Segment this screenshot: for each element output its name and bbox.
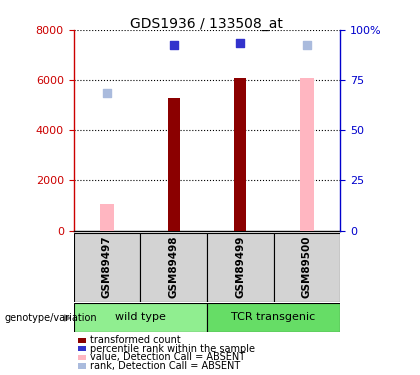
Text: GDS1936 / 133508_at: GDS1936 / 133508_at	[130, 17, 283, 31]
Bar	[140, 232, 207, 302]
Text: rank, Detection Call = ABSENT: rank, Detection Call = ABSENT	[90, 361, 241, 371]
Text: GSM89499: GSM89499	[235, 236, 245, 298]
Point	[304, 42, 310, 48]
Text: percentile rank within the sample: percentile rank within the sample	[90, 344, 255, 354]
Text: transformed count: transformed count	[90, 335, 181, 345]
Bar	[74, 303, 207, 332]
Text: genotype/variation: genotype/variation	[4, 313, 97, 323]
Text: value, Detection Call = ABSENT: value, Detection Call = ABSENT	[90, 352, 245, 362]
Point	[237, 39, 244, 45]
Bar	[299, 78, 314, 231]
Point	[170, 42, 177, 48]
Text: TCR transgenic: TCR transgenic	[231, 312, 316, 322]
Bar	[207, 232, 273, 302]
Bar	[168, 98, 179, 231]
Bar	[100, 204, 114, 231]
Text: GSM89497: GSM89497	[102, 236, 112, 298]
Bar	[234, 78, 246, 231]
Bar	[207, 303, 340, 332]
Text: wild type: wild type	[115, 312, 165, 322]
Bar	[273, 232, 340, 302]
Text: GSM89498: GSM89498	[168, 236, 178, 298]
Text: GSM89500: GSM89500	[302, 236, 312, 298]
Bar	[74, 232, 140, 302]
Point	[103, 90, 110, 96]
